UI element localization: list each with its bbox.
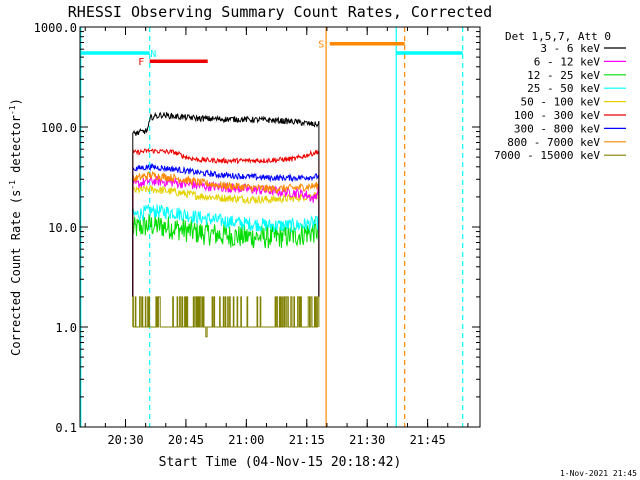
series-line	[132, 170, 320, 297]
series-line	[132, 147, 320, 297]
x-tick-label: 21:00	[228, 433, 264, 447]
x-axis-label: Start Time (04-Nov-15 20:18:42)	[159, 455, 402, 470]
series-line	[132, 296, 320, 338]
x-tick-label: 21:45	[410, 433, 446, 447]
legend-entry: 7000 - 15000 keV	[494, 149, 600, 162]
annotation-label: S	[318, 40, 324, 51]
x-tick-label: 20:45	[168, 433, 204, 447]
legend-entry: 12 - 25 keV	[527, 69, 600, 82]
legend-entry: 800 - 7000 keV	[507, 136, 600, 149]
x-axis: 20:30 20:45 21:00 21:15 21:30 21:45	[84, 27, 469, 447]
legend-entry: 100 - 300 keV	[514, 109, 600, 122]
annotation-layer: NF S	[80, 40, 463, 68]
annotation-label: F	[138, 57, 144, 68]
observing-vlines	[80, 27, 464, 427]
y-tick-label: 100.0	[41, 121, 77, 135]
y-axis-label-mid: detector	[9, 115, 23, 180]
series-line	[132, 204, 320, 297]
legend-entry: 300 - 800 keV	[514, 122, 600, 135]
y-axis-label: Corrected Count Rate (s-1 detector-1)	[8, 98, 23, 356]
x-tick-label: 21:15	[289, 433, 325, 447]
chart-title: RHESSI Observing Summary Count Rates, Co…	[68, 3, 492, 21]
legend-entry: 3 - 6 keV	[540, 42, 600, 55]
series-line	[132, 162, 320, 297]
footer-timestamp: 1-Nov-2021 21:45	[560, 469, 637, 478]
series-line	[132, 111, 320, 297]
y-axis-label-text: Corrected Count Rate (s	[9, 190, 23, 356]
y-axis-label-end: )	[9, 98, 23, 105]
x-tick-label: 21:30	[349, 433, 385, 447]
legend-entry: 25 - 50 keV	[527, 82, 600, 95]
series-line	[132, 174, 320, 297]
legend-entry: 50 - 100 keV	[521, 96, 601, 109]
y-axis: 1000.0 100.0 10.0 1.0 0.1	[34, 21, 480, 435]
series-layer	[132, 111, 320, 338]
y-axis-label-sup: -1	[8, 180, 17, 190]
series-line	[132, 185, 320, 297]
legend-header: Det 1,5,7, Att 0	[505, 30, 611, 43]
y-axis-label-sup2: -1	[8, 105, 17, 115]
y-tick-label: 1.0	[55, 321, 77, 335]
y-tick-label: 1000.0	[34, 21, 77, 35]
legend-entry: 6 - 12 keV	[534, 55, 601, 68]
annotation-label: N	[150, 49, 156, 60]
y-tick-label: 0.1	[55, 421, 77, 435]
y-tick-label: 10.0	[48, 221, 77, 235]
x-tick-label: 20:30	[107, 433, 143, 447]
